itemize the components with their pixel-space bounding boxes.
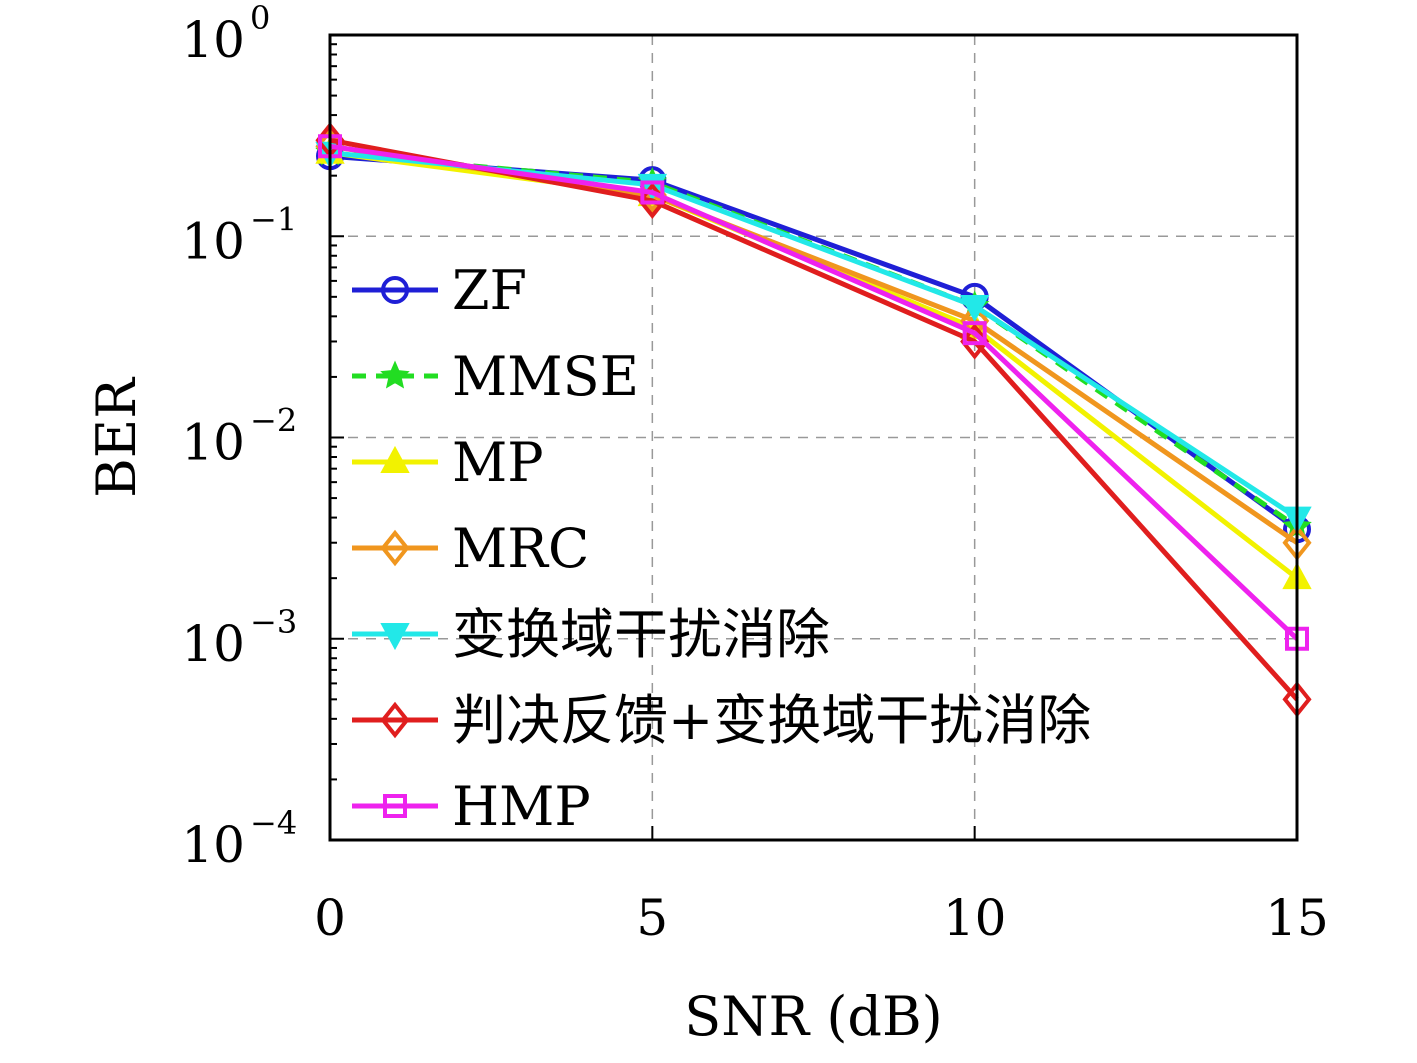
y-tick-label: 10 <box>181 212 245 270</box>
legend-label: 变换域干扰消除 <box>452 603 830 666</box>
legend-label: MP <box>452 431 544 494</box>
plot-frame <box>328 33 1299 842</box>
series-line <box>329 143 1299 641</box>
y-tick-label: 10 <box>181 816 245 874</box>
legend-label: ZF <box>452 259 527 322</box>
y-tick-exponent: −1 <box>250 200 297 238</box>
data-point <box>640 180 665 205</box>
y-tick-exponent: −3 <box>250 603 297 641</box>
data-point <box>959 295 990 323</box>
legend-label: MRC <box>452 517 589 580</box>
legend-marker <box>380 701 410 739</box>
x-axis-title: SNR (dB) <box>684 985 942 1048</box>
legend-item: MRC <box>352 517 589 580</box>
y-tick-label: 10 <box>181 414 245 472</box>
y-tick-label: 10 <box>181 615 245 673</box>
x-tick-label: 0 <box>314 889 346 947</box>
y-tick-exponent: −2 <box>250 402 297 440</box>
legend-marker <box>381 276 409 304</box>
series-line <box>329 150 1299 529</box>
legend-marker <box>383 794 407 818</box>
legend-marker <box>380 529 410 567</box>
y-tick-label: 10 <box>181 11 245 69</box>
series-lines <box>315 122 1312 718</box>
legend-item: 判决反馈+变换域干扰消除 <box>352 689 1091 752</box>
legend-marker <box>380 445 410 473</box>
legend-item: ZF <box>352 259 527 322</box>
legend-label: HMP <box>452 775 591 838</box>
legend-label: MMSE <box>452 345 639 408</box>
data-point <box>962 321 987 346</box>
x-tick-label: 10 <box>943 889 1007 947</box>
legend-item: HMP <box>352 775 591 838</box>
y-axis-title: BER <box>85 377 148 498</box>
legend-label: 判决反馈+变换域干扰消除 <box>452 689 1091 752</box>
x-tick-label: 15 <box>1265 889 1329 947</box>
y-tick-exponent: 0 <box>250 0 270 37</box>
legend-item: 变换域干扰消除 <box>352 603 830 666</box>
legend-marker <box>380 360 410 389</box>
y-tick-exponent: −4 <box>250 804 297 842</box>
legend-item: MP <box>352 431 544 494</box>
x-tick-labels: 0 5 10 15 <box>314 889 1329 947</box>
x-tick-label: 5 <box>636 889 668 947</box>
legend-item: MMSE <box>352 345 639 408</box>
legend-marker <box>380 623 410 651</box>
